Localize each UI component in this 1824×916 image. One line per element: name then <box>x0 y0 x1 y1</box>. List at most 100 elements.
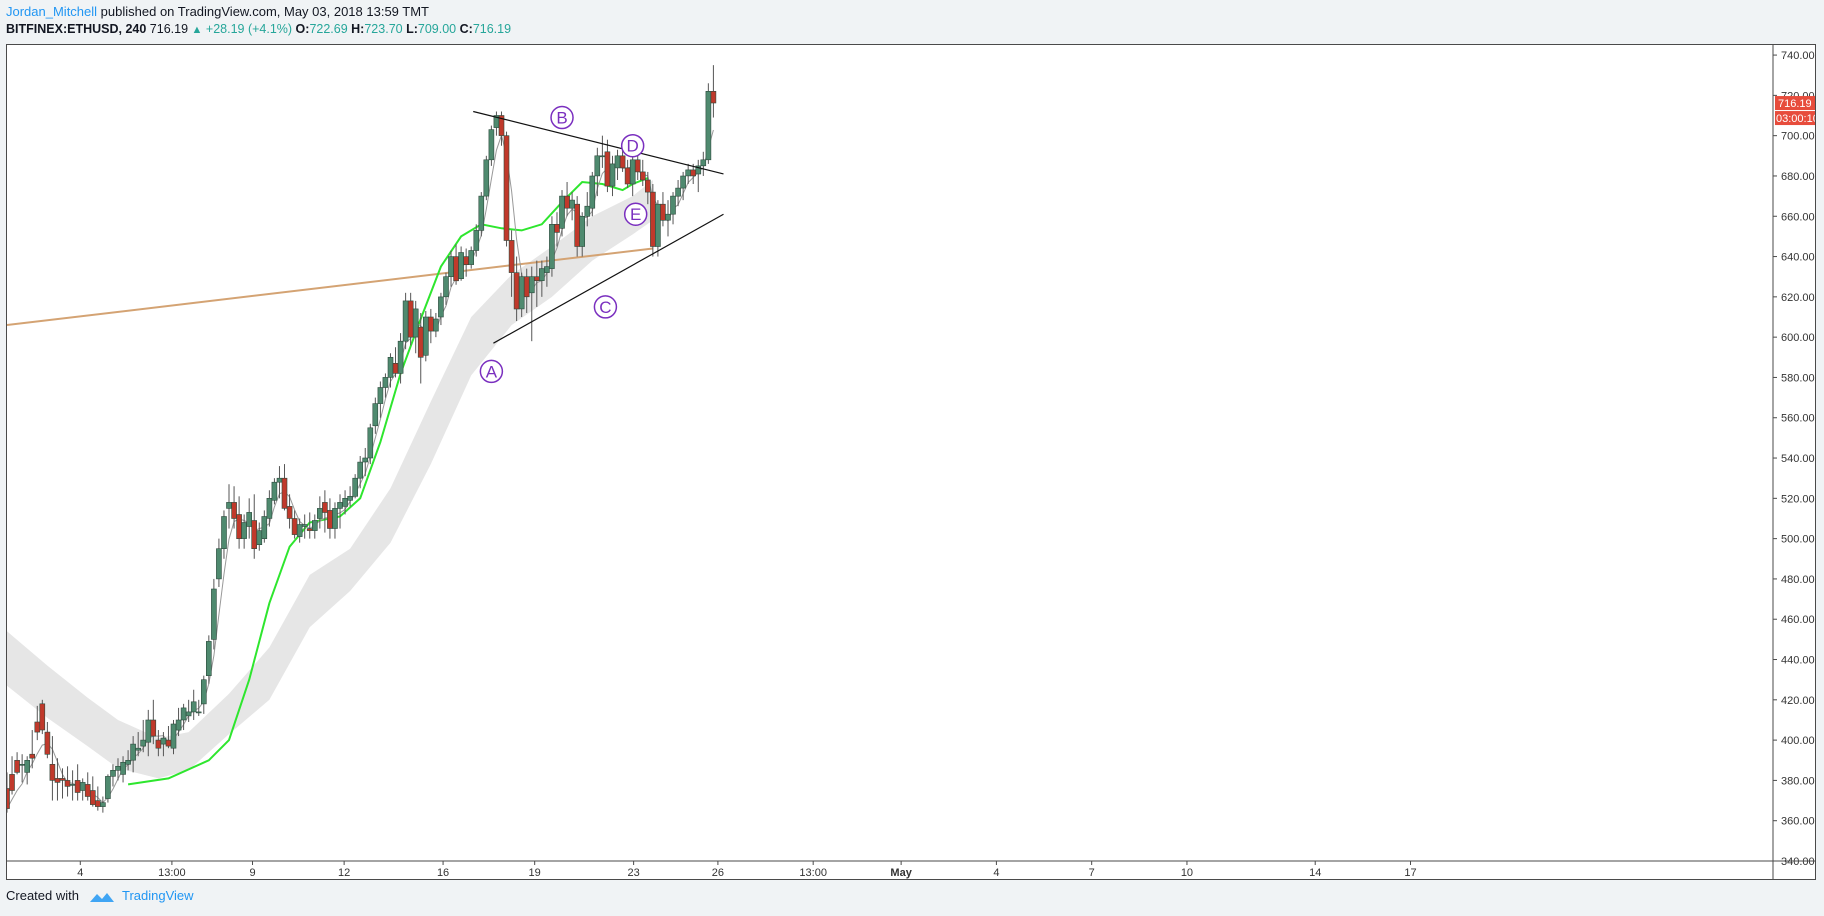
publish-info: published on TradingView.com, May 03, 20… <box>100 4 429 19</box>
candle <box>266 497 273 519</box>
candle <box>24 759 31 773</box>
candle <box>453 256 459 282</box>
y-tick-label: 480.00 <box>1781 574 1815 586</box>
publish-line: Jordan_Mitchell published on TradingView… <box>6 4 429 19</box>
x-tick-label: 13:00 <box>158 867 186 879</box>
candle <box>311 520 318 531</box>
candle <box>468 250 475 265</box>
candle <box>483 159 490 197</box>
candle <box>513 272 520 310</box>
candle <box>599 155 606 158</box>
candle <box>221 516 227 550</box>
last-price-tag-label: 716.19 <box>1778 98 1812 110</box>
candle <box>276 477 283 483</box>
y-tick-label: 380.00 <box>1781 775 1815 787</box>
candle <box>427 316 434 332</box>
candle <box>64 780 71 787</box>
y-tick-label: 540.00 <box>1781 453 1815 465</box>
candle <box>407 300 414 338</box>
candle <box>160 737 167 745</box>
candle <box>19 763 25 766</box>
candle <box>49 763 56 781</box>
wave-circle <box>593 295 618 319</box>
candle <box>316 508 323 519</box>
candle <box>226 502 232 509</box>
candle <box>170 723 177 749</box>
candle <box>680 175 686 189</box>
candle <box>644 179 651 193</box>
wave-label-A: A <box>479 359 504 384</box>
trendline-lower <box>493 213 724 344</box>
candle <box>74 780 81 793</box>
candle <box>685 169 692 177</box>
y-tick-label: 360.00 <box>1781 816 1815 828</box>
price-change: +28.19 (+4.1%) <box>205 22 293 36</box>
candle <box>559 195 565 229</box>
candle <box>579 216 586 247</box>
candle <box>554 224 560 233</box>
candle <box>59 778 66 781</box>
candle <box>150 719 157 737</box>
author-link[interactable]: Jordan_Mitchell <box>6 4 98 19</box>
y-tick-label: 680.00 <box>1781 171 1815 183</box>
x-tick-label: 14 <box>1309 867 1321 879</box>
candle <box>412 308 419 338</box>
candle <box>584 205 591 217</box>
candle <box>69 784 76 786</box>
candle <box>528 276 535 294</box>
candle <box>39 703 46 731</box>
candle <box>100 802 106 807</box>
candle <box>130 743 136 761</box>
x-tick-label: 17 <box>1404 867 1416 879</box>
candle <box>352 477 359 497</box>
candle <box>538 268 545 282</box>
y-tick-label: 460.00 <box>1781 614 1815 626</box>
candle <box>4 788 10 809</box>
candle <box>675 187 681 197</box>
x-tick-label: 19 <box>529 867 541 879</box>
x-tick-label: 9 <box>249 867 255 879</box>
candle <box>498 115 505 136</box>
candle <box>241 522 247 539</box>
x-tick-label: 23 <box>627 867 639 879</box>
candle <box>140 739 146 747</box>
candle <box>90 790 96 805</box>
candle <box>634 159 641 173</box>
candle <box>614 155 621 169</box>
publish-header: Jordan_Mitchell published on TradingView… <box>0 0 1824 44</box>
tradingview-link[interactable]: TradingView <box>122 888 194 903</box>
y-tick-label: 340.00 <box>1781 856 1815 868</box>
y-tick-label: 600.00 <box>1781 332 1815 344</box>
candle <box>120 761 126 775</box>
x-tick-label: 7 <box>1089 867 1095 879</box>
high-value: 723.70 <box>364 22 403 36</box>
candle <box>549 224 555 269</box>
low-label: L: <box>406 22 418 36</box>
candle <box>690 169 697 177</box>
candle <box>402 300 409 342</box>
candle <box>589 175 596 209</box>
x-tick-label: 4 <box>77 867 83 879</box>
candle <box>382 377 389 388</box>
candle <box>180 707 187 721</box>
candle <box>372 403 379 427</box>
candle <box>448 256 454 278</box>
symbol-label: BITFINEX:ETHUSD, 240 <box>6 22 147 36</box>
candle <box>377 387 384 404</box>
countdown-tag <box>1775 111 1815 126</box>
open-label: O: <box>295 22 310 36</box>
candle <box>443 276 449 298</box>
candle <box>574 203 581 247</box>
y-tick-label: 500.00 <box>1781 534 1815 546</box>
wave-label-D: D <box>620 133 645 158</box>
ohlc-legend: BITFINEX:ETHUSD, 240 716.19 ▲ +28.19 (+4… <box>6 22 511 36</box>
wave-circle <box>479 359 504 384</box>
x-tick-label: 10 <box>1181 867 1193 879</box>
candle <box>185 711 192 717</box>
candle <box>473 230 480 251</box>
candle <box>357 461 364 479</box>
x-tick-label: May <box>890 867 912 879</box>
candle <box>417 326 424 358</box>
